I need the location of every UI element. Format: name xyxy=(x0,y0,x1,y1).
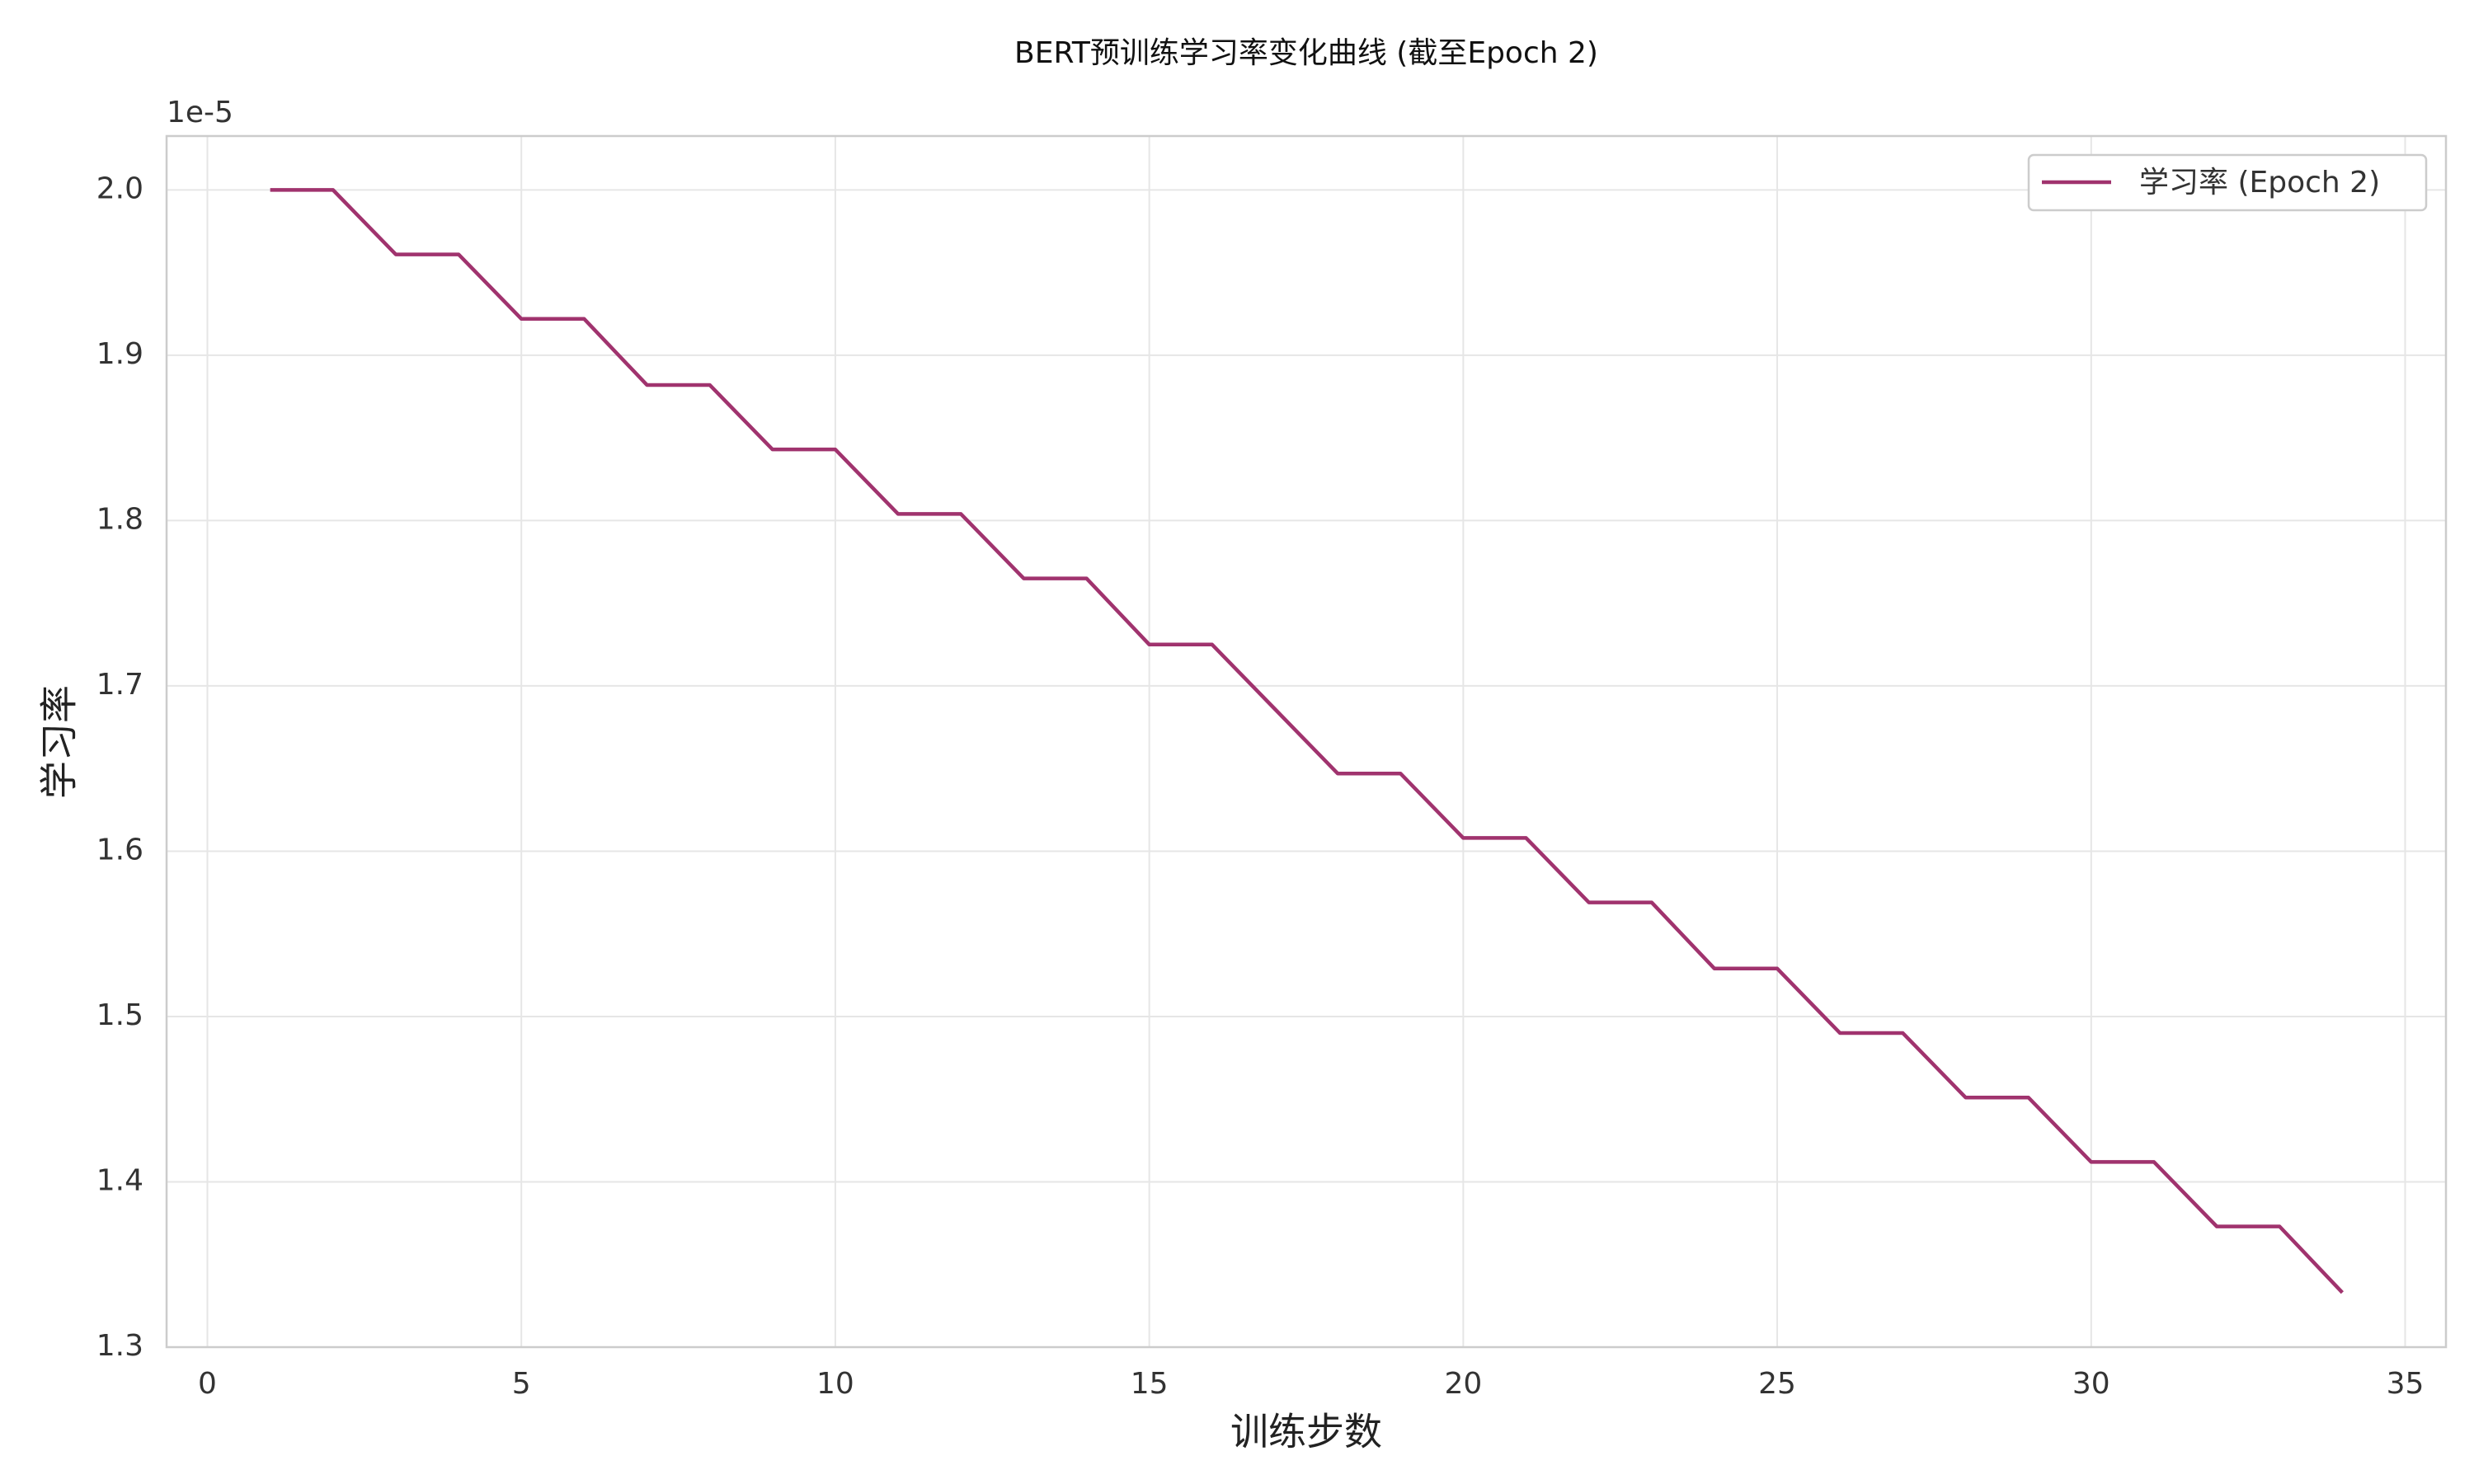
chart-title: BERT预训练学习率变化曲线 (截至Epoch 2) xyxy=(1014,36,1598,70)
x-tick-label: 25 xyxy=(1758,1367,1796,1401)
x-axis-label: 训练步数 xyxy=(1230,1410,1382,1454)
y-tick-label: 1.5 xyxy=(96,998,143,1032)
x-tick-label: 0 xyxy=(198,1367,217,1401)
legend-label: 学习率 (Epoch 2) xyxy=(2139,166,2380,200)
x-tick-label: 15 xyxy=(1131,1367,1169,1401)
y-tick-label: 2.0 xyxy=(96,171,143,205)
x-tick-label: 35 xyxy=(2387,1367,2425,1401)
y-tick-label: 1.4 xyxy=(96,1163,143,1197)
y-tick-label: 1.8 xyxy=(96,502,143,536)
y-tick-label: 1.9 xyxy=(96,337,143,371)
data-line xyxy=(270,188,2344,1294)
y-offset-label: 1e-5 xyxy=(167,96,233,129)
x-tick-label: 30 xyxy=(2072,1367,2110,1401)
y-axis-label: 学习率 xyxy=(37,685,82,799)
y-tick-label: 1.6 xyxy=(96,833,143,866)
x-tick-label: 10 xyxy=(816,1367,854,1401)
legend-box xyxy=(2027,153,2428,212)
y-tick-label: 1.3 xyxy=(96,1329,143,1363)
y-tick-label: 1.7 xyxy=(96,668,143,702)
plot-frame xyxy=(165,134,2448,1349)
x-tick-label: 5 xyxy=(512,1367,531,1401)
x-tick-label: 20 xyxy=(1444,1367,1482,1401)
